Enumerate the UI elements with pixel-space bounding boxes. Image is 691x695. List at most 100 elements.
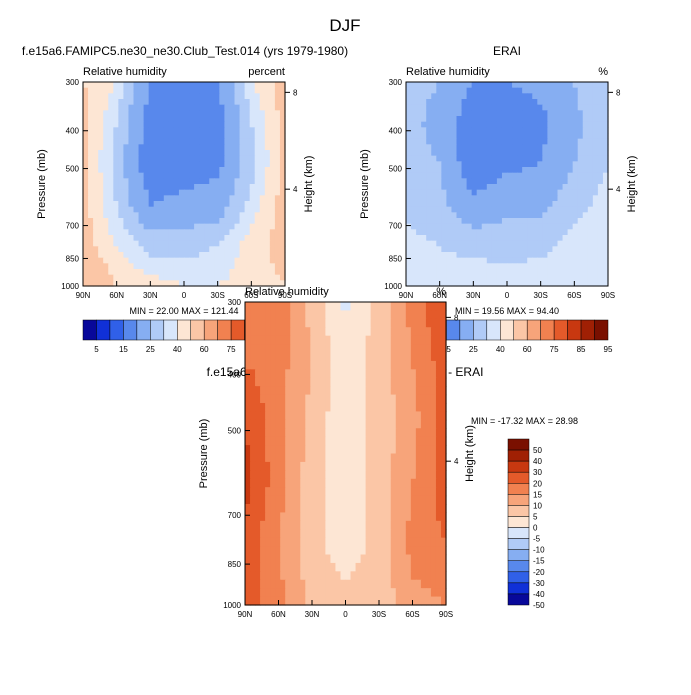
heatmap-cell [300,453,306,463]
heatmap-cell [602,206,609,213]
colorbar-swatch [507,538,530,550]
heatmap-cell [83,235,89,242]
heatmap-cell [330,318,337,328]
heatmap-cell [204,201,210,208]
heatmap-cell [270,403,276,413]
heatmap-cell [416,269,422,276]
heatmap-cell [491,189,498,196]
heatmap-cell [325,394,332,404]
heatmap-cell [274,240,281,247]
heatmap-cell [340,487,347,497]
heatmap-cell [234,257,241,264]
heatmap-cell [245,377,251,387]
heatmap-cell [567,127,574,134]
heatmap-cell [325,470,332,480]
heatmap-cell [178,218,185,225]
heatmap-cell [143,167,150,174]
heatmap-cell [370,411,377,421]
heatmap-cell [486,99,493,106]
heatmap-cell [168,235,175,242]
heatmap-cell [168,116,175,123]
heatmap-cell [421,172,427,179]
heatmap-cell [279,161,286,168]
heatmap-cell [173,201,180,208]
heatmap-cell [411,93,417,100]
heatmap-cell [582,127,589,134]
heatmap-cell [173,155,180,162]
heatmap-cell [557,144,564,151]
heatmap-cell [416,155,422,162]
heatmap-cell [315,554,321,564]
heatmap-cell [557,167,564,174]
heatmap-cell [425,588,432,598]
heatmap-cell [204,184,210,191]
heatmap-cell [416,263,422,270]
heatmap-cell [512,235,518,242]
heatmap-cell [416,240,422,247]
heatmap-cell [295,504,301,514]
heatmap-cell [265,360,271,370]
heatmap-cell [486,212,493,219]
heatmap-cell [557,82,564,89]
heatmap-cell [476,184,483,191]
heatmap-cell [184,201,190,208]
heatmap-cell [486,274,493,281]
heatmap-cell [527,269,533,276]
heatmap-cell [290,302,296,312]
heatmap-cell [249,263,256,270]
heatmap-cell [143,93,150,100]
heatmap-cell [138,121,145,128]
heatmap-cell [431,150,437,157]
heatmap-cell [597,155,604,162]
heatmap-cell [98,155,104,162]
heatmap-cell [426,257,432,264]
heatmap-cell [481,235,488,242]
heatmap-cell [350,461,357,471]
heatmap-cell [461,161,468,168]
heatmap-cell [260,495,266,505]
heatmap-cell [315,487,321,497]
heatmap-cell [440,445,447,455]
heatmap-cell [597,223,604,230]
heatmap-cell [421,144,427,151]
heatmap-cell [274,99,281,106]
heatmap-cell [491,93,498,100]
heatmap-cell [305,428,311,438]
heatmap-cell [552,127,559,134]
heatmap-cell [451,206,458,213]
heatmap-cell [501,212,508,219]
heatmap-cell [562,121,569,128]
heatmap-cell [496,235,503,242]
heatmap-cell [330,554,337,564]
heatmap-cell [577,110,584,117]
heatmap-cell [255,428,261,438]
heatmap-cell [143,121,150,128]
heatmap-cell [340,495,347,505]
heatmap-cell [486,269,493,276]
heatmap-cell [542,178,548,185]
heatmap-cell [189,229,195,236]
heatmap-cell [310,537,316,547]
heatmap-cell [143,133,150,140]
heatmap-cell [405,352,412,362]
heatmap-cell [345,546,352,556]
heatmap-cell [173,206,180,213]
heatmap-cell [178,150,185,157]
heatmap-cell [244,269,251,276]
heatmap-cell [410,327,417,337]
heatmap-cell [461,280,468,287]
heatmap-cell [557,218,564,225]
heatmap-cell [430,436,437,446]
heatmap-cell [245,495,251,505]
heatmap-cell [325,436,332,446]
heatmap-cell [355,403,362,413]
heatmap-cell [138,99,145,106]
heatmap-cell [411,257,417,264]
heatmap-cell [88,121,94,128]
heatmap-cell [517,178,523,185]
heatmap-cell [527,87,533,94]
heatmap-cell [527,144,533,151]
heatmap-cell [542,121,548,128]
heatmap-cell [279,167,286,174]
heatmap-cell [375,571,382,581]
